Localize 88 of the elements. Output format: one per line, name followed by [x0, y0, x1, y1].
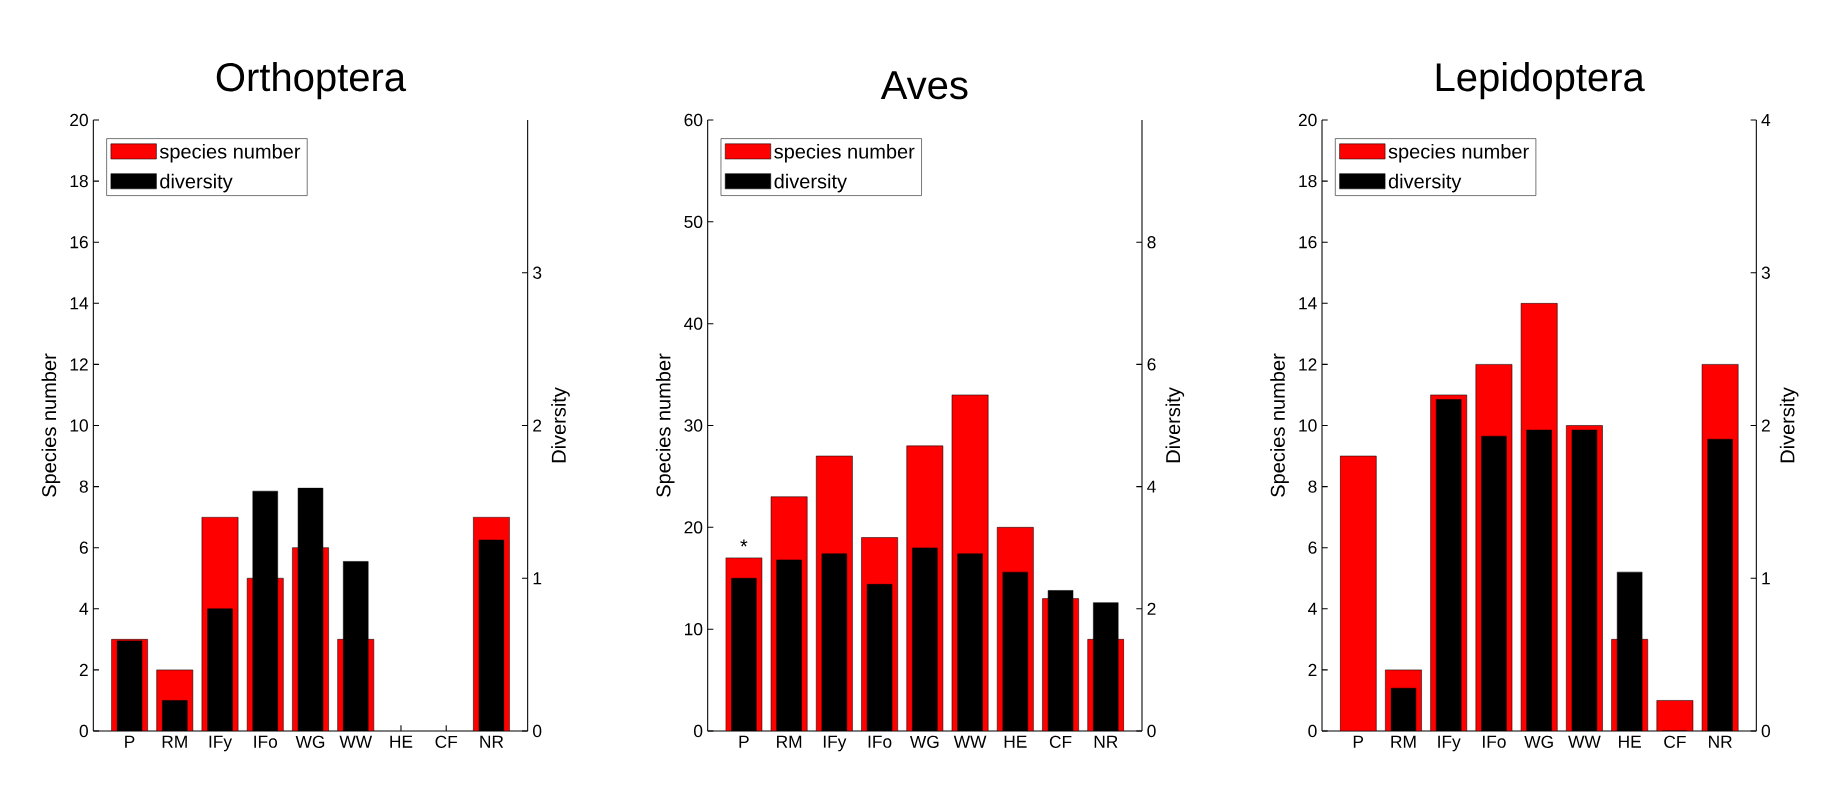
- y2-axis-title: Diversity: [1165, 387, 1185, 463]
- bar: [1656, 700, 1694, 731]
- y-tick-label: 20: [1298, 113, 1317, 127]
- y-axis-title: Species number: [655, 353, 675, 497]
- y-tick-label: 18: [1299, 174, 1317, 188]
- y2-tick-label: 2: [533, 419, 542, 432]
- y2-tick-label: 8: [1147, 236, 1156, 249]
- y-axis-title: Species number: [41, 353, 61, 497]
- y-tick-label: 16: [1299, 236, 1317, 249]
- legend-label: diversity: [774, 173, 847, 193]
- x-tick-label: IFy: [209, 735, 233, 752]
- y-tick-label: 4: [79, 602, 89, 615]
- y-tick-label: 8: [1308, 480, 1317, 493]
- annotation: *: [740, 539, 748, 547]
- y-tick-label: 40: [684, 317, 703, 330]
- chart-title: Lepidoptera: [1436, 62, 1645, 100]
- y-tick-label: 0: [79, 724, 88, 738]
- y2-axis-title: Diversity: [551, 387, 570, 463]
- y2-tick-label: 0: [1761, 724, 1771, 738]
- y-tick-label: 20: [70, 113, 88, 127]
- y2-tick-label: 0: [1147, 724, 1156, 738]
- y-tick-label: 16: [70, 236, 88, 249]
- x-tick-label: NR: [1709, 735, 1732, 748]
- x-tick-label: CF: [1049, 735, 1072, 748]
- y-axis-title: Species number: [1270, 353, 1289, 497]
- legend-label: species number: [1388, 143, 1529, 163]
- x-tick-label: IFy: [823, 735, 847, 752]
- x-tick-label: IFo: [254, 735, 278, 748]
- y2-axis-title: Diversity: [1779, 387, 1799, 463]
- x-tick-label: WG: [295, 735, 325, 748]
- y-tick-label: 4: [1308, 602, 1317, 615]
- x-tick-label: WW: [1568, 735, 1601, 748]
- x-tick-label: CF: [1664, 735, 1686, 748]
- x-tick-label: RM: [1391, 735, 1416, 748]
- x-tick-label: IFy: [1438, 735, 1461, 752]
- y2-tick-label: 2: [1147, 602, 1156, 615]
- x-tick-label: NR: [480, 735, 504, 748]
- x-tick-label: RM: [777, 735, 802, 748]
- y2-tick-label: 0: [533, 724, 542, 738]
- x-tick-label: HE: [390, 735, 413, 748]
- chart-title: Orthoptera: [216, 62, 407, 100]
- y-tick-label: 10: [685, 623, 703, 636]
- x-tick-label: WG: [910, 735, 939, 748]
- y-tick-label: 20: [684, 521, 703, 534]
- x-tick-label: RM: [162, 735, 187, 748]
- y2-tick-label: 3: [533, 266, 542, 279]
- y-tick-label: 10: [1299, 419, 1317, 432]
- y2-tick-label: 4: [1761, 114, 1771, 126]
- y2-tick-label: 1: [533, 572, 542, 585]
- y-tick-label: 60: [684, 113, 703, 127]
- y-tick-label: 6: [1308, 541, 1317, 554]
- y2-tick-label: 6: [1147, 358, 1156, 371]
- x-tick-label: NR: [1094, 735, 1118, 748]
- x-tick-label: P: [1353, 735, 1364, 748]
- y-tick-label: 2: [1308, 663, 1317, 676]
- legend-label: species number: [159, 143, 301, 163]
- x-tick-label: WW: [339, 735, 373, 748]
- y-tick-label: 8: [79, 480, 88, 493]
- x-tick-label: WG: [1524, 735, 1553, 748]
- x-tick-label: P: [739, 735, 749, 748]
- y-tick-label: 12: [70, 358, 88, 371]
- y-tick-label: 2: [79, 663, 88, 676]
- y-tick-label: 30: [684, 419, 703, 432]
- chart-title: Aves: [880, 71, 968, 100]
- x-tick-label: HE: [1619, 735, 1641, 748]
- x-tick-label: CF: [435, 735, 458, 748]
- legend-label: diversity: [160, 173, 233, 193]
- y-tick-label: 0: [693, 724, 703, 738]
- bar: [1339, 455, 1377, 731]
- x-tick-label: IFo: [1483, 735, 1506, 748]
- y2-tick-label: 3: [1761, 266, 1770, 279]
- y-tick-label: 14: [1299, 297, 1317, 310]
- y-tick-label: 12: [1299, 358, 1317, 371]
- y2-tick-label: 4: [1147, 480, 1156, 493]
- x-tick-label: IFo: [868, 735, 892, 748]
- y2-tick-label: 1: [1762, 572, 1770, 585]
- y-tick-label: 10: [70, 419, 88, 432]
- legend-label: species number: [774, 143, 915, 163]
- legend-label: diversity: [1388, 173, 1462, 193]
- y2-tick-label: 2: [1761, 419, 1770, 432]
- x-tick-label: HE: [1004, 735, 1027, 748]
- y-tick-label: 18: [70, 174, 88, 188]
- x-tick-label: WW: [953, 735, 987, 748]
- y-tick-label: 6: [79, 541, 88, 554]
- y-tick-label: 50: [684, 215, 703, 228]
- x-tick-label: P: [125, 735, 135, 748]
- y-tick-label: 0: [1308, 724, 1317, 738]
- y-tick-label: 14: [70, 297, 89, 310]
